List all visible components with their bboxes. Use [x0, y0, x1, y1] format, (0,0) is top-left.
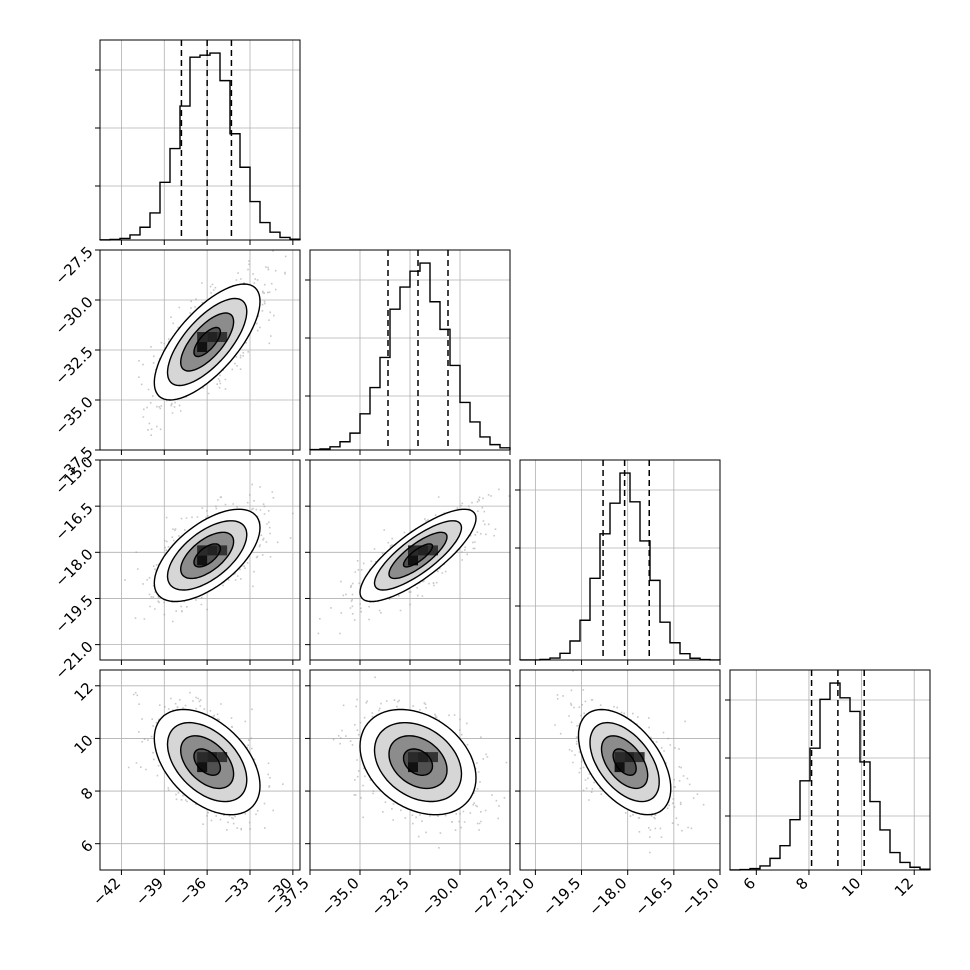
contour-line — [166, 520, 248, 591]
density-panel — [99, 459, 301, 661]
x-tick-label: 10 — [838, 874, 864, 900]
contour-line — [402, 748, 434, 776]
y-tick-label: −30.0 — [51, 293, 96, 338]
density-panel — [99, 249, 301, 451]
contour-line — [179, 312, 235, 372]
contour-line — [373, 520, 463, 591]
contour-line — [193, 543, 222, 568]
density-peak-block — [428, 545, 438, 556]
x-tick-label: −18.0 — [585, 874, 630, 919]
contour-line — [153, 708, 261, 816]
contour-line — [388, 531, 448, 580]
histogram-panel — [519, 459, 721, 661]
density-peak-block — [197, 545, 208, 556]
y-tick-label: 8 — [77, 784, 96, 803]
histogram-steps — [519, 472, 721, 661]
contour-line — [153, 283, 261, 401]
density-panel — [519, 669, 721, 871]
x-tick-label: 6 — [740, 874, 759, 893]
density-peak-block — [217, 545, 228, 556]
y-tick-label: 6 — [77, 837, 96, 856]
panel-frame — [729, 669, 931, 871]
x-tick-label: −39 — [132, 874, 167, 909]
contour-line — [359, 508, 477, 603]
contour-line — [193, 326, 222, 358]
density-panel — [99, 669, 301, 871]
contour-line — [402, 543, 434, 568]
contour-line — [612, 748, 637, 777]
x-tick-label: −16.5 — [631, 874, 676, 919]
x-tick-label: −19.5 — [539, 874, 584, 919]
y-tick-label: −18.0 — [51, 545, 96, 590]
density-panel — [309, 459, 511, 661]
density-peak-block — [197, 762, 208, 773]
contour-line — [153, 508, 261, 603]
density-peak-block — [408, 752, 418, 763]
y-tick-label: −19.5 — [51, 591, 96, 636]
y-tick-label: −35.0 — [51, 393, 96, 438]
histogram-panel — [729, 669, 931, 871]
density-peak-block — [418, 752, 428, 763]
density-peak-block — [197, 555, 208, 566]
contour-line — [577, 708, 672, 816]
density-peak-block — [207, 752, 218, 763]
histogram-panel — [309, 249, 511, 451]
density-peak-block — [207, 332, 218, 342]
density-peak-block — [197, 752, 208, 763]
histogram-steps — [729, 682, 931, 871]
y-tick-label: 10 — [70, 731, 96, 757]
contour-line — [589, 721, 660, 803]
histogram-panel — [99, 39, 301, 241]
density-peak-block — [197, 342, 208, 352]
x-tick-label: 12 — [891, 874, 917, 900]
density-peak-block — [418, 545, 428, 556]
contour-line — [166, 297, 248, 387]
density-peak-block — [217, 332, 228, 342]
histogram-steps — [309, 262, 511, 451]
y-tick-label: −16.5 — [51, 499, 96, 544]
y-tick-label: 12 — [70, 679, 96, 705]
density-peak-block — [408, 762, 418, 773]
x-tick-label: −42 — [89, 874, 124, 909]
histogram-steps — [99, 52, 301, 241]
y-tick-label: −27.5 — [51, 243, 96, 288]
panel-frame — [519, 459, 721, 661]
density-panel — [309, 669, 511, 871]
density-peak-block — [614, 762, 625, 773]
panel-frame — [99, 669, 301, 871]
density-peak-block — [217, 752, 228, 763]
x-tick-label: −35.0 — [318, 874, 363, 919]
density-peak-block — [408, 555, 418, 566]
density-peak-block — [428, 752, 438, 763]
contour-line — [179, 531, 235, 580]
x-tick-label: −32.5 — [368, 874, 413, 919]
contour-line — [600, 735, 649, 790]
x-tick-label: −15.0 — [678, 874, 723, 919]
x-tick-label: −33 — [218, 874, 253, 909]
contour-line — [359, 708, 477, 816]
density-peak-block — [614, 752, 625, 763]
x-tick-label: 8 — [792, 874, 811, 893]
panel-frame — [519, 669, 721, 871]
x-tick-label: −36 — [175, 874, 210, 909]
panel-frame — [99, 459, 301, 661]
y-tick-label: −21.0 — [51, 638, 96, 683]
contour-line — [193, 748, 222, 777]
panel-frame — [99, 39, 301, 241]
contour-line — [373, 722, 463, 803]
scatter-points — [124, 483, 294, 623]
contour-line — [179, 735, 235, 790]
y-tick-label: −32.5 — [51, 343, 96, 388]
density-peak-block — [624, 752, 635, 763]
contour-line — [388, 735, 448, 790]
contour-line — [166, 721, 248, 803]
x-tick-label: −30.0 — [418, 874, 463, 919]
density-peak-block — [408, 545, 418, 556]
density-peak-block — [634, 752, 645, 763]
density-peak-block — [207, 545, 218, 556]
